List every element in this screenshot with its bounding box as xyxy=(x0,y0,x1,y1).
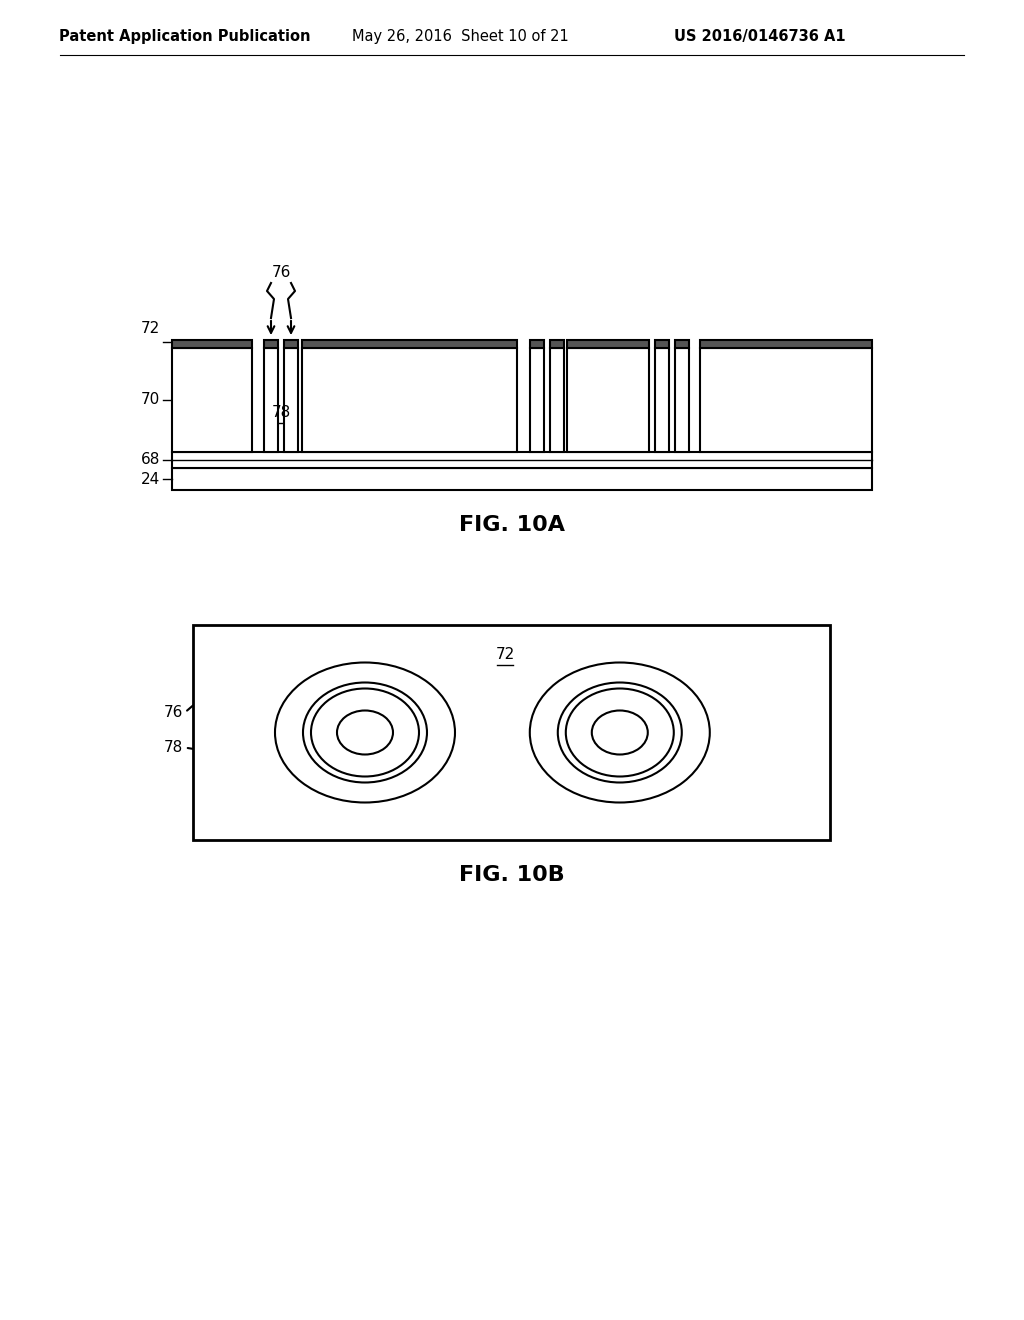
Ellipse shape xyxy=(337,710,393,755)
Bar xyxy=(550,348,564,451)
Bar xyxy=(172,469,872,490)
FancyArrowPatch shape xyxy=(187,726,305,751)
Bar xyxy=(655,341,669,348)
Text: 68: 68 xyxy=(140,453,160,467)
Ellipse shape xyxy=(529,663,710,803)
Text: FIG. 10A: FIG. 10A xyxy=(459,515,565,535)
Bar xyxy=(700,348,872,451)
Bar xyxy=(567,348,649,451)
Ellipse shape xyxy=(592,710,648,755)
Bar xyxy=(302,341,517,348)
Bar xyxy=(172,451,872,469)
Text: 76: 76 xyxy=(164,705,183,719)
Text: 78: 78 xyxy=(164,741,183,755)
Ellipse shape xyxy=(275,663,455,803)
Bar xyxy=(567,341,649,348)
Bar xyxy=(675,341,689,348)
Ellipse shape xyxy=(566,689,674,776)
Text: 24: 24 xyxy=(140,471,160,487)
Bar xyxy=(284,348,298,451)
Text: May 26, 2016  Sheet 10 of 21: May 26, 2016 Sheet 10 of 21 xyxy=(351,29,568,45)
Bar xyxy=(550,341,564,348)
Bar xyxy=(530,348,544,451)
Bar xyxy=(172,348,252,451)
Bar xyxy=(530,341,544,348)
Bar xyxy=(284,341,298,348)
Bar xyxy=(264,341,278,348)
Text: US 2016/0146736 A1: US 2016/0146736 A1 xyxy=(674,29,846,45)
Text: 78: 78 xyxy=(271,405,291,420)
Bar xyxy=(302,348,517,451)
Text: 76: 76 xyxy=(271,265,291,280)
Text: 70: 70 xyxy=(140,392,160,408)
Bar xyxy=(172,341,252,348)
Ellipse shape xyxy=(303,682,427,783)
FancyArrowPatch shape xyxy=(187,685,281,710)
Bar xyxy=(675,348,689,451)
Text: 72: 72 xyxy=(496,647,515,663)
Ellipse shape xyxy=(558,682,682,783)
Text: FIG. 10B: FIG. 10B xyxy=(459,865,565,884)
Bar xyxy=(264,348,278,451)
Text: 72: 72 xyxy=(140,321,160,337)
Bar xyxy=(700,341,872,348)
Bar xyxy=(193,624,830,840)
Bar xyxy=(655,348,669,451)
Text: Patent Application Publication: Patent Application Publication xyxy=(59,29,310,45)
Ellipse shape xyxy=(311,689,419,776)
